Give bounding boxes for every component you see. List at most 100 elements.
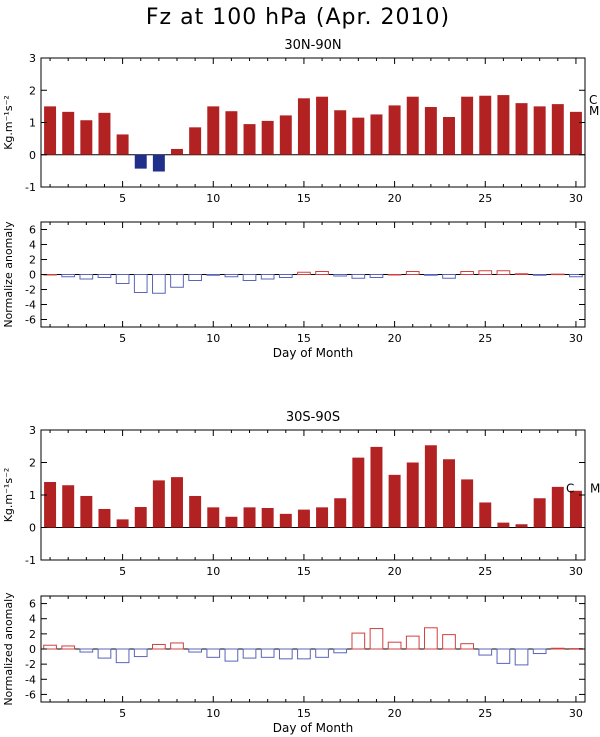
anomaly-bar: [460, 643, 474, 650]
anomaly-bar: [424, 627, 438, 650]
bar: [334, 110, 347, 155]
bar: [243, 124, 256, 155]
bar: [406, 96, 419, 155]
bar: [569, 490, 582, 528]
bar: [533, 498, 546, 528]
bar: [388, 105, 401, 155]
anomaly-bar: [97, 274, 112, 278]
bar: [551, 486, 564, 528]
bar: [533, 106, 546, 155]
anomaly-bar: [478, 648, 493, 656]
anomaly-bar: [315, 271, 329, 275]
y-axis-label: Kg.m⁻¹s⁻²: [2, 95, 15, 150]
y-tick-label: -4: [25, 299, 36, 312]
bar: [134, 154, 147, 169]
bar: [261, 120, 274, 155]
anomaly-bar: [61, 274, 76, 278]
anomaly-bar: [351, 632, 366, 650]
marker-label: M: [590, 482, 600, 496]
x-tick-label: 30: [569, 707, 583, 720]
anomaly-bar: [369, 274, 384, 278]
x-tick-label: 30: [569, 332, 583, 345]
anomaly-bar: [496, 270, 511, 275]
bar: [225, 516, 238, 528]
x-tick-label: 10: [206, 332, 220, 345]
anomaly-bar: [278, 648, 293, 660]
y-axis-label: Normalized anomaly: [2, 592, 15, 706]
x-tick-label: 10: [206, 192, 220, 205]
anomaly-bar: [278, 274, 293, 278]
bar: [80, 495, 93, 528]
anomaly-bar: [224, 274, 239, 278]
y-tick-label: 2: [29, 84, 36, 97]
bar: [98, 508, 111, 528]
anomaly-bar: [133, 648, 148, 658]
bar: [316, 507, 329, 528]
x-tick-label: 5: [119, 565, 126, 578]
figure-title: Fz at 100 hPa (Apr. 2010): [146, 5, 450, 30]
bar: [116, 519, 129, 528]
x-tick-label: 15: [297, 565, 311, 578]
bar: [352, 117, 365, 155]
bar: [297, 98, 310, 155]
bar: [279, 513, 292, 528]
bar: [515, 524, 528, 528]
y-tick-label: 0: [29, 149, 36, 162]
bar: [479, 95, 492, 155]
y-tick-label: 6: [29, 224, 36, 237]
anomaly-bar: [43, 644, 57, 650]
anomaly-bar: [224, 648, 239, 662]
x-tick-label: 10: [206, 565, 220, 578]
bar: [80, 120, 93, 155]
bar: [551, 104, 564, 155]
y-tick-label: 4: [29, 613, 36, 626]
y-tick-label: 2: [29, 254, 36, 267]
y-tick-label: 0: [29, 269, 36, 282]
panel-1: -1 0 1 2 3 5 10 15 20 25 30 30N-90N Kg.m⁻¹s⁻² CM: [2, 38, 599, 205]
x-axis-label: Day of Month: [273, 721, 354, 735]
bar: [62, 111, 75, 155]
anomaly-bar: [369, 628, 384, 650]
anomaly-bar: [260, 648, 275, 658]
bar: [297, 509, 310, 528]
anomaly-bar: [97, 648, 112, 659]
bar: [189, 495, 202, 528]
x-tick-label: 25: [478, 192, 492, 205]
bar: [134, 507, 147, 528]
anomaly-bar: [260, 274, 275, 280]
panel-4: -6 -4 -2 0 2 4 6 5 10 15 20 25 30 Normalized anomaly D…: [2, 592, 586, 735]
anomaly-bar: [514, 648, 529, 666]
x-tick-label: 25: [478, 332, 492, 345]
panel-title: 30S-90S: [286, 410, 340, 425]
bar: [44, 482, 57, 528]
bar: [44, 106, 57, 155]
x-tick-label: 20: [388, 192, 402, 205]
anomaly-bar: [478, 270, 493, 275]
anomaly-bar: [188, 274, 202, 281]
y-tick-label: -6: [25, 314, 36, 327]
bar: [443, 459, 455, 528]
panel-title: 30N-90N: [284, 38, 341, 53]
anomaly-bar: [206, 648, 221, 658]
anomaly-bar: [79, 648, 94, 653]
anomaly-bar: [79, 274, 94, 280]
y-tick-label: 3: [29, 424, 36, 437]
bar: [243, 507, 256, 528]
bar: [497, 95, 510, 155]
anomaly-bar: [496, 648, 511, 664]
y-tick-label: 6: [29, 598, 36, 611]
x-tick-label: 25: [478, 707, 492, 720]
y-tick-label: 3: [29, 52, 36, 65]
plot-frame: [40, 429, 586, 561]
anomaly-bar: [387, 641, 402, 650]
x-tick-label: 20: [388, 332, 402, 345]
bar: [207, 507, 220, 528]
bar: [334, 498, 347, 528]
bar: [116, 134, 129, 155]
anomaly-bar: [569, 274, 583, 278]
bar: [279, 115, 292, 155]
anomaly-bar: [333, 648, 348, 654]
y-tick-label: 2: [29, 628, 36, 641]
bar: [261, 508, 274, 528]
